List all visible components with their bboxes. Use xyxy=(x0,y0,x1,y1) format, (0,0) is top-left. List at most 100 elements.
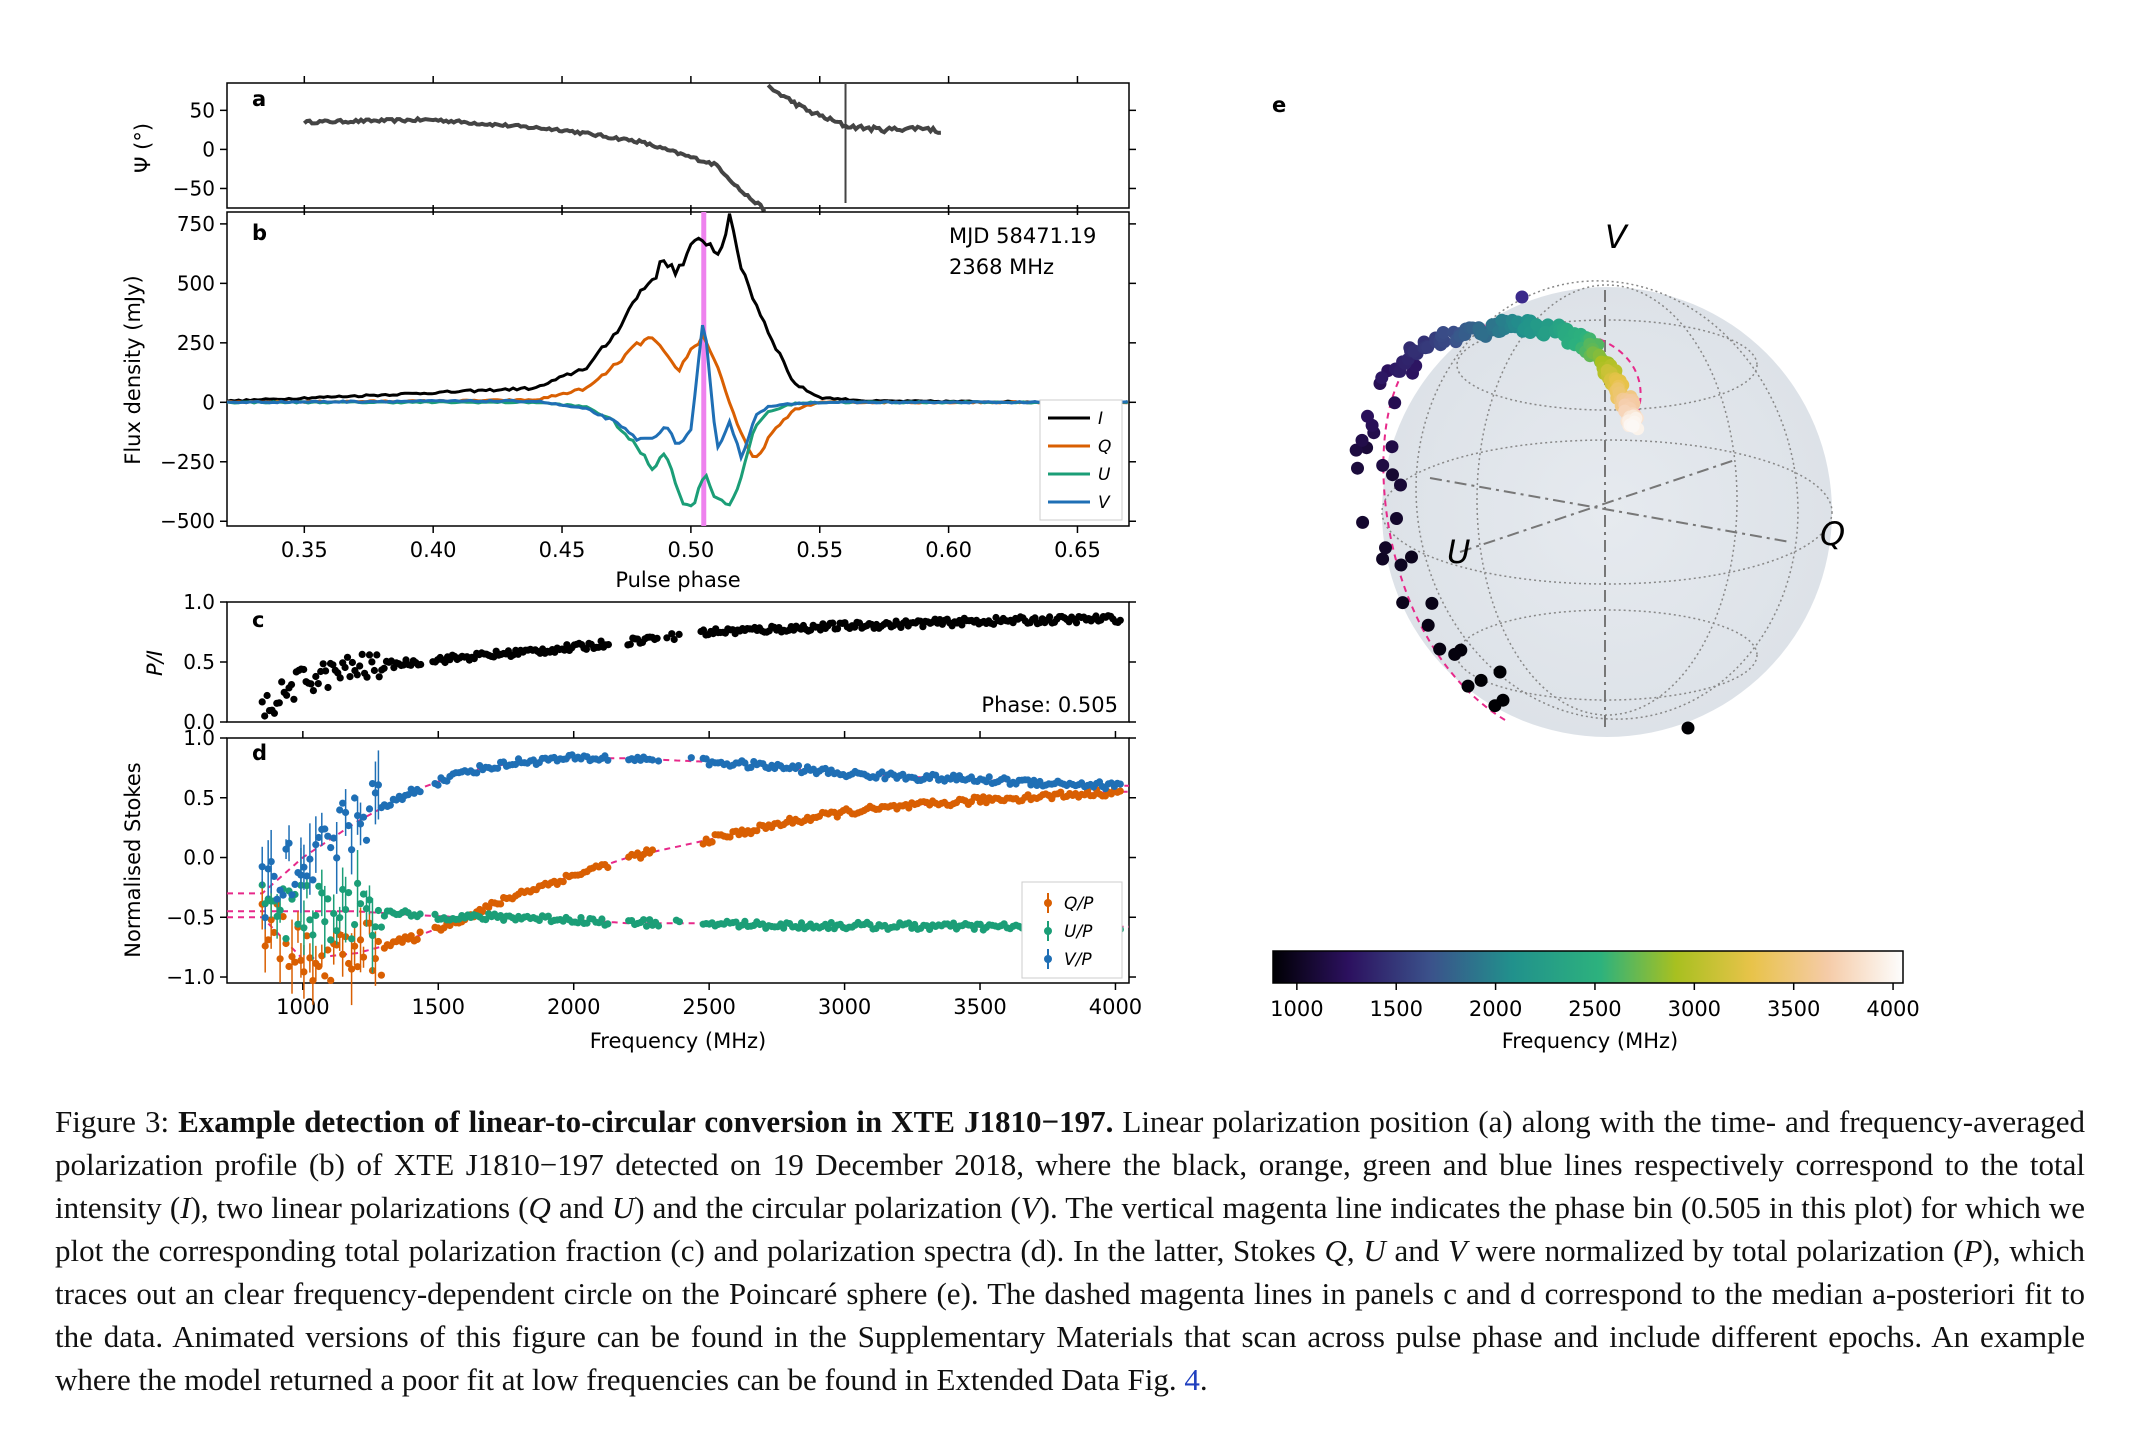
stokes-point-0 xyxy=(905,804,913,812)
sphere-point xyxy=(1425,596,1439,610)
stokes-point-2 xyxy=(312,841,320,849)
panel-d-label: d xyxy=(252,741,267,765)
pi-point xyxy=(314,680,322,688)
sphere-point xyxy=(1405,550,1418,564)
pi-point xyxy=(1046,613,1054,621)
y-tick-label: 50 xyxy=(190,98,215,122)
y-tick-label: −250 xyxy=(160,450,215,474)
stokes-point-0 xyxy=(300,968,308,976)
panel-c-yticks: 1.0 0.5 0.0 xyxy=(183,590,1136,734)
stokes-point-2 xyxy=(309,876,317,884)
x-tick-label: 0.60 xyxy=(925,538,972,562)
panel-b-data xyxy=(226,212,1129,526)
panel-a-data xyxy=(302,83,941,212)
stokes-point-2 xyxy=(261,914,269,922)
axis-label-V: V xyxy=(1605,218,1629,256)
stokes-point-1 xyxy=(675,918,684,926)
stokes-point-2 xyxy=(604,756,612,764)
fit-line-2 xyxy=(227,757,1129,895)
stokes-point-1 xyxy=(643,922,651,930)
stokes-point-2 xyxy=(282,845,290,853)
stokes-point-0 xyxy=(285,962,293,971)
y-tick-label: −500 xyxy=(160,509,215,533)
colorbar-tick-label: 1000 xyxy=(1270,997,1323,1021)
stokes-point-1 xyxy=(354,879,362,888)
pi-point xyxy=(278,678,286,686)
legend-label-UP: U/P xyxy=(1064,922,1093,942)
pi-point xyxy=(663,634,671,642)
meridian-line xyxy=(1415,280,1799,720)
latitude-line xyxy=(1456,609,1758,701)
pi-point xyxy=(958,621,966,629)
stokes-point-2 xyxy=(687,754,695,762)
stokes-point-0 xyxy=(279,913,287,921)
profile-line-U xyxy=(226,400,1128,508)
stokes-point-0 xyxy=(291,958,299,966)
panel-b-xticks: 0.35 0.40 0.45 0.50 0.55 0.60 0.65 xyxy=(281,205,1101,562)
stokes-point-2 xyxy=(285,839,293,847)
y-tick-label: −1.0 xyxy=(166,965,215,989)
y-tick-label: 1.0 xyxy=(183,590,215,614)
legend-label-I: I xyxy=(1098,409,1103,429)
stokes-point-0 xyxy=(315,962,323,971)
pi-point xyxy=(373,651,381,659)
panel-b: b Flux density (mJy) Pulse phase MJD 584… xyxy=(121,205,1136,592)
pi-point xyxy=(363,673,371,681)
stokes-point-1 xyxy=(544,912,552,920)
pi-point xyxy=(322,667,330,675)
x-tick-label: 3000 xyxy=(818,995,871,1019)
stokes-point-1 xyxy=(309,931,317,939)
stokes-point-2 xyxy=(985,773,993,781)
stokes-point-2 xyxy=(267,858,275,866)
caption-text: ), two linear polarizations ( xyxy=(190,1190,529,1225)
legend-box xyxy=(1039,399,1123,521)
stokes-point-0 xyxy=(345,959,353,968)
sphere-point xyxy=(1356,515,1370,529)
pi-point xyxy=(833,625,842,633)
caption-title: Example detection of linear-to-circular … xyxy=(178,1104,1114,1139)
y-tick-label: 0.5 xyxy=(183,786,215,810)
pi-point xyxy=(597,637,605,645)
panel-d-frame xyxy=(226,737,1130,984)
sphere-point xyxy=(1436,326,1450,339)
pi-point xyxy=(287,681,296,689)
panel-d-xticks: 1000 1500 2000 2500 3000 3500 4000 xyxy=(276,731,1142,1019)
pi-point xyxy=(626,640,634,648)
panel-e-label: e xyxy=(1272,93,1286,117)
panel-c: c P/I Phase: 0.505 1.0 0.5 0.0 xyxy=(143,590,1136,734)
stokes-point-0 xyxy=(303,932,311,940)
caption-text: and xyxy=(550,1190,612,1225)
stokes-point-2 xyxy=(368,780,377,788)
stokes-point-0 xyxy=(351,942,359,950)
panel-a-xticks xyxy=(303,76,1079,215)
pi-point xyxy=(1116,616,1124,624)
caption-symbol: P xyxy=(1963,1233,1983,1268)
stokes-point-0 xyxy=(348,965,356,973)
meridian-line xyxy=(1476,284,1738,716)
sphere-point xyxy=(1351,461,1364,475)
panel-b-xlabel: Pulse phase xyxy=(615,568,740,592)
stokes-point-2 xyxy=(288,891,296,899)
x-tick-label: 3500 xyxy=(953,995,1006,1019)
pi-point xyxy=(324,683,332,692)
stokes-point-1 xyxy=(362,905,371,913)
pi-point xyxy=(417,660,425,669)
pi-point xyxy=(1031,614,1039,622)
extended-data-fig-link[interactable]: 4 xyxy=(1184,1362,1200,1397)
pi-point xyxy=(504,647,512,655)
figure: a Ψ (°) 500−50 b Flux density (mJy) Puls… xyxy=(121,76,1920,1053)
stokes-point-0 xyxy=(479,907,487,916)
pi-point xyxy=(356,662,364,670)
stokes-point-0 xyxy=(264,936,272,944)
colorbar-tick-label: 2500 xyxy=(1568,997,1621,1021)
caption-symbol: I xyxy=(180,1190,191,1225)
stokes-point-1 xyxy=(368,931,377,940)
stokes-point-0 xyxy=(446,921,454,930)
stokes-point-2 xyxy=(351,794,359,802)
latitude-line xyxy=(1456,319,1758,411)
stokes-point-2 xyxy=(258,863,266,871)
x-tick-label: 4000 xyxy=(1089,995,1142,1019)
stokes-point-2 xyxy=(354,812,362,820)
panel-b-legend: I Q U V xyxy=(1039,399,1123,521)
fit-line-0 xyxy=(227,790,1129,961)
